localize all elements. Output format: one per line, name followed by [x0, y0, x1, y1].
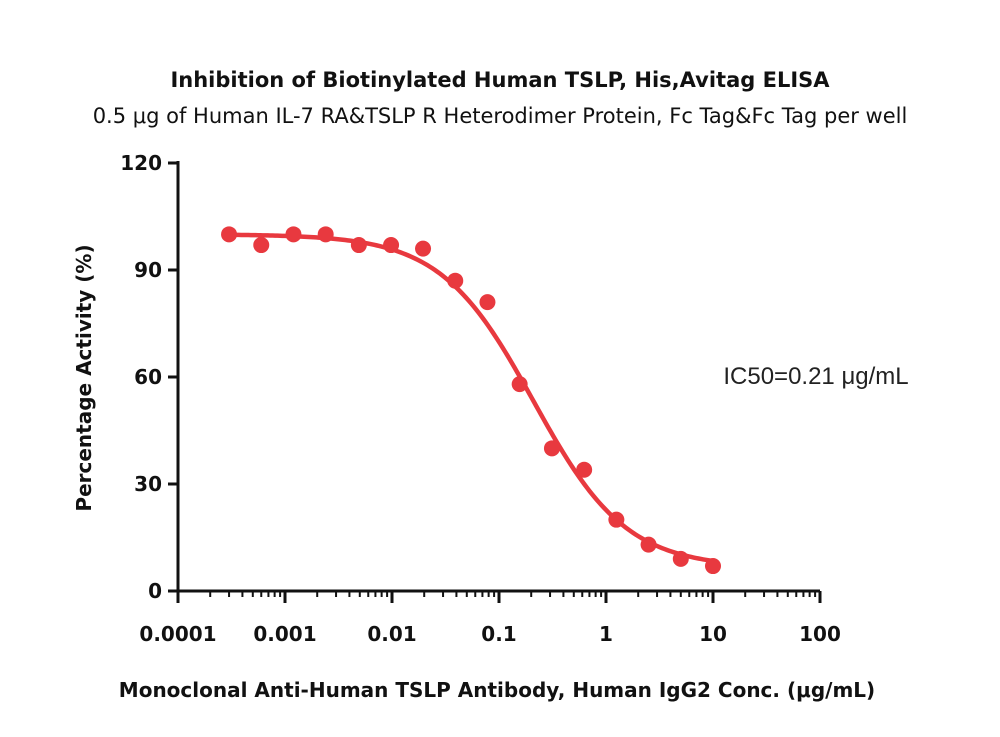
x-tick-label: 1 — [599, 622, 613, 646]
data-point — [672, 550, 689, 567]
chart-subtitle: 0.5 μg of Human IL-7 RA&TSLP R Heterodim… — [92, 104, 908, 128]
data-point — [447, 272, 464, 289]
x-tick-label: 100 — [799, 622, 841, 646]
y-tick-label: 0 — [148, 579, 162, 603]
x-tick-label: 0.001 — [253, 622, 316, 646]
x-tick-label: 0.0001 — [139, 622, 216, 646]
data-point — [383, 237, 400, 254]
data-point — [576, 461, 593, 478]
data-point — [608, 511, 625, 528]
data-point — [479, 294, 496, 311]
data-point — [285, 226, 302, 243]
y-axis-label: Percentage Activity (%) — [72, 244, 96, 511]
data-point — [640, 536, 657, 553]
y-tick-label: 90 — [134, 258, 162, 282]
data-point — [705, 558, 721, 575]
fit-curve — [226, 232, 716, 564]
data-point — [511, 376, 528, 393]
data-point — [415, 240, 432, 257]
data-point — [543, 440, 560, 457]
data-points-layer — [221, 226, 721, 575]
ic50-annotation: IC50=0.21 μg/mL — [723, 363, 908, 390]
y-tick-label: 120 — [120, 151, 162, 175]
x-tick-label: 0.01 — [367, 622, 416, 646]
x-tick-label: 0.1 — [481, 622, 516, 646]
axes: 0 30 60 90 120 0.0001 0.001 0.01 0.1 1 10 100 — [120, 151, 841, 646]
x-axis-label: Monoclonal Anti-Human TSLP Antibody, Hum… — [119, 678, 875, 702]
fit-curve-layer — [226, 232, 716, 564]
x-tick-label: 10 — [699, 622, 727, 646]
y-tick-label: 60 — [134, 365, 162, 389]
data-point — [221, 226, 238, 243]
data-point — [350, 237, 367, 254]
data-point — [317, 226, 334, 243]
y-tick-label: 30 — [134, 472, 162, 496]
data-point — [253, 237, 270, 254]
chart-title: Inhibition of Biotinylated Human TSLP, H… — [170, 68, 830, 92]
